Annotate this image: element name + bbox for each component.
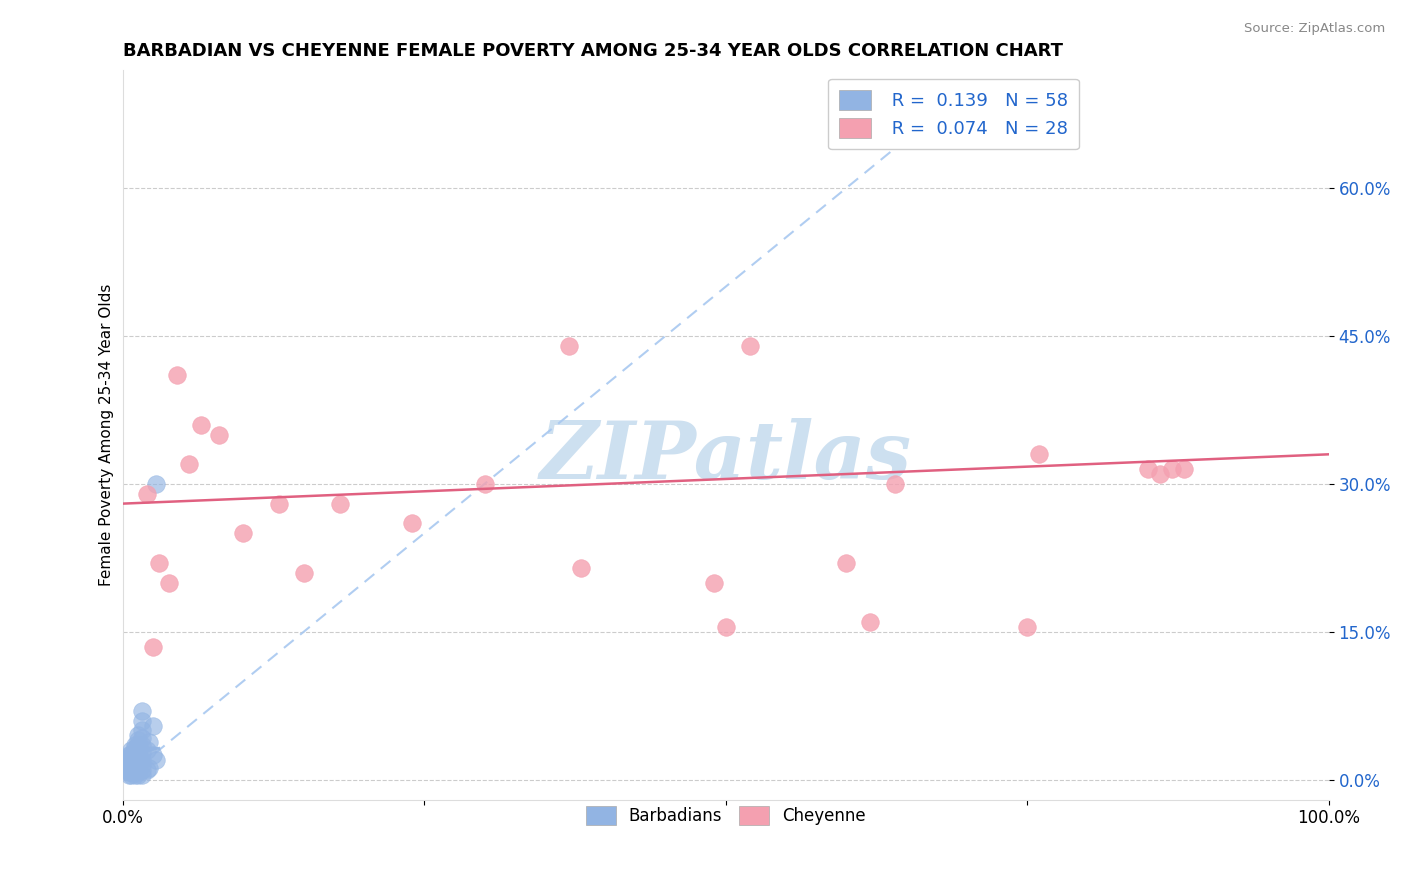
Point: [474, 476, 496, 491]
Point: [157, 575, 180, 590]
Point: [118, 761, 141, 775]
Point: [118, 764, 141, 779]
Point: [131, 753, 153, 767]
Point: [131, 768, 153, 782]
Point: [120, 763, 142, 777]
Y-axis label: Female Poverty Among 25-34 Year Olds: Female Poverty Among 25-34 Year Olds: [100, 284, 114, 586]
Point: [118, 763, 141, 777]
Point: [124, 745, 146, 759]
Point: [569, 560, 592, 574]
Point: [124, 768, 146, 782]
Point: [127, 768, 149, 782]
Point: [142, 748, 165, 763]
Point: [177, 457, 200, 471]
Point: [127, 748, 149, 763]
Point: [120, 758, 142, 772]
Point: [131, 714, 153, 728]
Point: [131, 763, 153, 777]
Point: [1136, 462, 1159, 476]
Point: [127, 764, 149, 779]
Point: [145, 476, 167, 491]
Point: [127, 757, 149, 772]
Point: [118, 748, 141, 763]
Point: [124, 759, 146, 773]
Point: [127, 743, 149, 757]
Point: [120, 764, 142, 779]
Point: [124, 739, 146, 753]
Point: [120, 750, 142, 764]
Point: [703, 575, 725, 590]
Point: [124, 753, 146, 767]
Point: [883, 476, 905, 491]
Point: [120, 753, 142, 767]
Point: [145, 753, 167, 767]
Point: [135, 487, 157, 501]
Point: [118, 751, 141, 765]
Point: [135, 743, 157, 757]
Point: [835, 556, 858, 570]
Point: [131, 745, 153, 759]
Point: [131, 723, 153, 738]
Point: [292, 566, 315, 580]
Point: [118, 753, 141, 767]
Point: [138, 761, 160, 775]
Legend: Barbadians, Cheyenne: Barbadians, Cheyenne: [575, 796, 876, 835]
Point: [118, 757, 141, 772]
Point: [1017, 620, 1039, 634]
Point: [131, 739, 153, 753]
Point: [118, 768, 141, 782]
Point: [131, 758, 153, 772]
Text: BARBADIAN VS CHEYENNE FEMALE POVERTY AMONG 25-34 YEAR OLDS CORRELATION CHART: BARBADIAN VS CHEYENNE FEMALE POVERTY AMO…: [122, 42, 1063, 60]
Point: [120, 760, 142, 774]
Point: [269, 497, 291, 511]
Point: [329, 497, 352, 511]
Text: Source: ZipAtlas.com: Source: ZipAtlas.com: [1244, 22, 1385, 36]
Point: [124, 741, 146, 756]
Point: [127, 733, 149, 747]
Point: [232, 526, 254, 541]
Point: [1028, 447, 1050, 461]
Point: [131, 731, 153, 746]
Point: [558, 339, 581, 353]
Point: [401, 516, 423, 531]
Point: [142, 640, 165, 654]
Point: [138, 735, 160, 749]
Point: [131, 704, 153, 718]
Point: [127, 753, 149, 767]
Point: [118, 759, 141, 773]
Point: [120, 755, 142, 769]
Point: [148, 556, 170, 570]
Point: [124, 756, 146, 770]
Point: [142, 718, 165, 732]
Point: [714, 620, 737, 634]
Text: ZIPatlas: ZIPatlas: [540, 417, 912, 495]
Point: [208, 427, 231, 442]
Point: [127, 739, 149, 753]
Point: [124, 764, 146, 779]
Point: [127, 761, 149, 775]
Point: [190, 417, 212, 432]
Point: [124, 762, 146, 776]
Point: [1173, 462, 1195, 476]
Point: [120, 747, 142, 761]
Point: [135, 763, 157, 777]
Point: [120, 743, 142, 757]
Point: [118, 755, 141, 769]
Point: [166, 368, 188, 383]
Point: [738, 339, 761, 353]
Point: [1161, 462, 1184, 476]
Point: [120, 768, 142, 782]
Point: [124, 748, 146, 763]
Point: [859, 615, 882, 629]
Point: [127, 728, 149, 742]
Point: [1149, 467, 1171, 481]
